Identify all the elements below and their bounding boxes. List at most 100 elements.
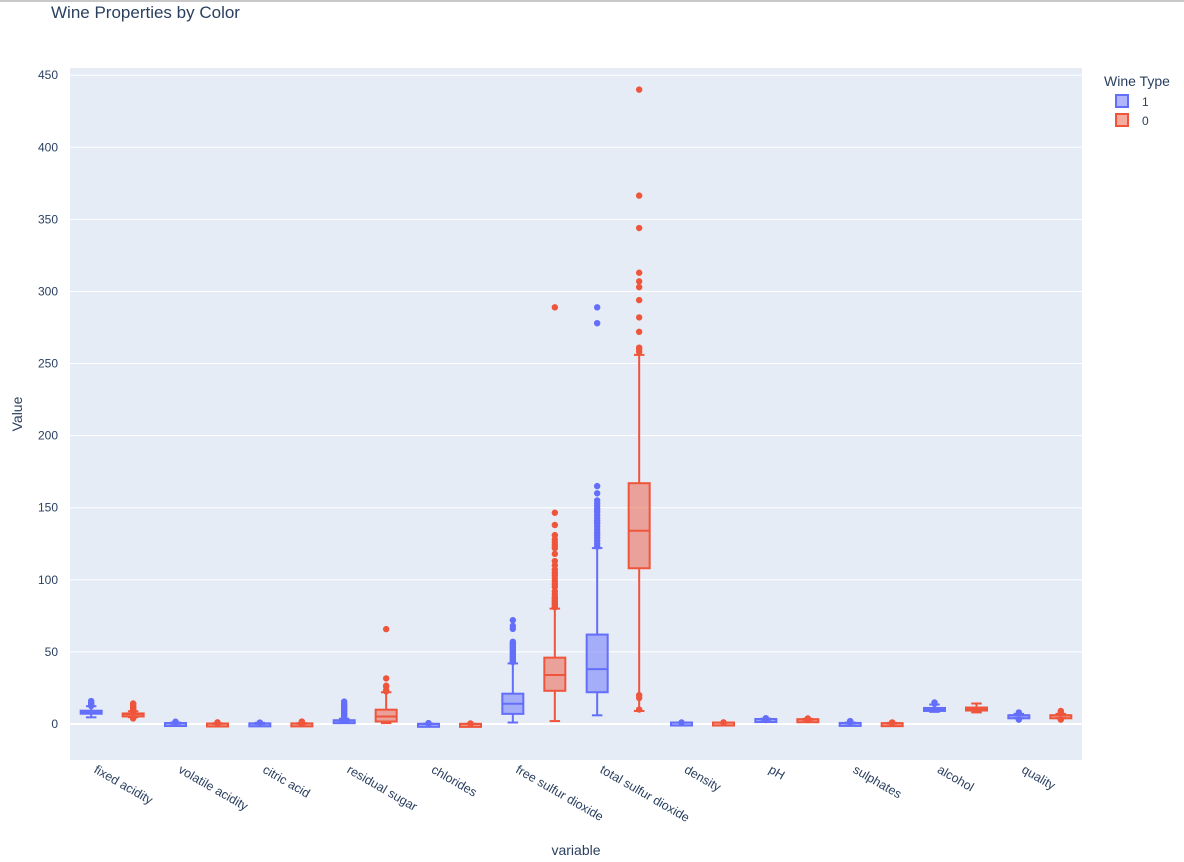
y-tick-label: 50 <box>45 645 59 659</box>
outlier-point <box>551 521 559 529</box>
outlier-point <box>509 616 517 624</box>
legend-swatch <box>1115 113 1129 127</box>
box-1-2[interactable] <box>248 719 272 728</box>
y-tick-label: 200 <box>38 429 58 443</box>
x-axis-ticks: fixed acidity volatile acidity citric acid… <box>92 762 1059 825</box>
x-tick-label: quality <box>1019 762 1058 793</box>
box-1-1[interactable] <box>164 718 187 728</box>
box-0-8[interactable] <box>796 715 820 724</box>
outlier-point <box>509 622 517 630</box>
box-1-9[interactable] <box>838 717 862 727</box>
x-tick-label: chlorides <box>429 762 479 799</box>
box-0-10[interactable] <box>965 702 988 714</box>
outlier-point <box>635 706 643 713</box>
outlier-point <box>172 718 179 725</box>
box-0-7[interactable] <box>712 719 735 727</box>
outlier-point <box>1057 707 1065 715</box>
outlier-point <box>804 715 812 722</box>
x-tick-label: alcohol <box>935 762 976 794</box>
box-1-8[interactable] <box>754 714 778 724</box>
box-0-1[interactable] <box>206 719 229 728</box>
x-axis-title: variable <box>551 842 600 858</box>
x-tick-label: citric acid <box>260 762 312 800</box>
box-1-10[interactable] <box>923 699 946 713</box>
outlier-point <box>635 328 643 336</box>
box-0-11[interactable] <box>1049 707 1073 723</box>
outlier-point <box>593 482 601 490</box>
box-0-5[interactable] <box>543 304 567 723</box>
gridlines <box>70 74 1082 725</box>
outlier-point <box>678 719 685 726</box>
outlier-point <box>382 675 390 682</box>
x-tick-label: free sulfur dioxide <box>513 762 605 823</box>
y-tick-label: 300 <box>38 284 58 298</box>
legend[interactable]: Wine Type 10 <box>1104 73 1170 128</box>
box-1-0[interactable] <box>79 697 103 719</box>
y-tick-label: 450 <box>38 68 58 82</box>
box-0-0[interactable] <box>121 700 145 722</box>
y-tick-label: 250 <box>38 357 58 371</box>
outlier-point <box>214 719 221 726</box>
outlier-point <box>551 531 559 539</box>
x-tick-label: density <box>682 762 724 794</box>
outlier-point <box>87 697 95 705</box>
legend-swatch <box>1115 94 1129 108</box>
outlier-point <box>551 557 559 565</box>
y-tick-label: 400 <box>38 140 58 154</box>
box-iqr[interactable] <box>627 482 651 570</box>
outlier-point <box>298 718 306 725</box>
outlier-point <box>635 192 643 199</box>
box-1-3[interactable] <box>332 698 356 725</box>
y-tick-label: 350 <box>38 212 58 226</box>
box-1-7[interactable] <box>670 719 693 727</box>
box-0-9[interactable] <box>880 719 904 728</box>
outlier-point <box>509 638 517 645</box>
chart-title: Wine Properties by Color <box>51 3 240 22</box>
box-1-5[interactable] <box>501 616 525 724</box>
outlier-point <box>888 719 896 726</box>
y-tick-label: 150 <box>38 501 58 515</box>
outlier-point <box>1057 716 1065 723</box>
box-1-4[interactable] <box>417 719 440 728</box>
outlier-point <box>931 699 938 706</box>
outlier-point <box>593 304 601 311</box>
outlier-point <box>382 625 390 633</box>
outlier-point <box>635 344 643 351</box>
box-0-4[interactable] <box>459 720 482 728</box>
y-tick-label: 0 <box>51 717 58 731</box>
y-axis-title: Value <box>9 396 25 431</box>
outlier-point <box>551 509 559 516</box>
outlier-point <box>1015 709 1023 716</box>
outlier-point <box>720 719 727 726</box>
x-tick-label: sulphates <box>851 762 904 801</box>
box-traces[interactable] <box>79 86 1073 728</box>
box-0-3[interactable] <box>374 625 398 725</box>
box-0-2[interactable] <box>290 718 314 728</box>
legend-label: 1 <box>1142 95 1149 109</box>
outlier-point <box>129 700 137 707</box>
outlier-point <box>635 269 643 276</box>
outlier-point <box>129 714 137 722</box>
box-1-11[interactable] <box>1007 709 1031 723</box>
legend-item-0[interactable]: 0 <box>1115 113 1149 128</box>
outlier-point <box>467 720 474 727</box>
outlier-point <box>635 278 643 285</box>
box-0-6[interactable] <box>627 86 651 713</box>
outlier-point <box>1015 716 1023 723</box>
x-tick-label: volatile acidity <box>176 762 251 813</box>
outlier-point <box>635 296 643 304</box>
x-tick-label: total sulfur dioxide <box>598 762 692 825</box>
outlier-point <box>635 283 643 291</box>
legend-item-1[interactable]: 1 <box>1115 94 1149 109</box>
outlier-point <box>635 314 643 321</box>
outlier-point <box>340 698 348 705</box>
box-iqr[interactable] <box>585 633 609 694</box>
legend-items[interactable]: 10 <box>1115 94 1149 128</box>
legend-title: Wine Type <box>1104 73 1170 89</box>
outlier-point <box>256 719 264 726</box>
box-1-6[interactable] <box>585 304 609 717</box>
y-tick-label: 100 <box>38 573 58 587</box>
outlier-point <box>551 550 559 558</box>
outlier-point <box>593 490 601 497</box>
